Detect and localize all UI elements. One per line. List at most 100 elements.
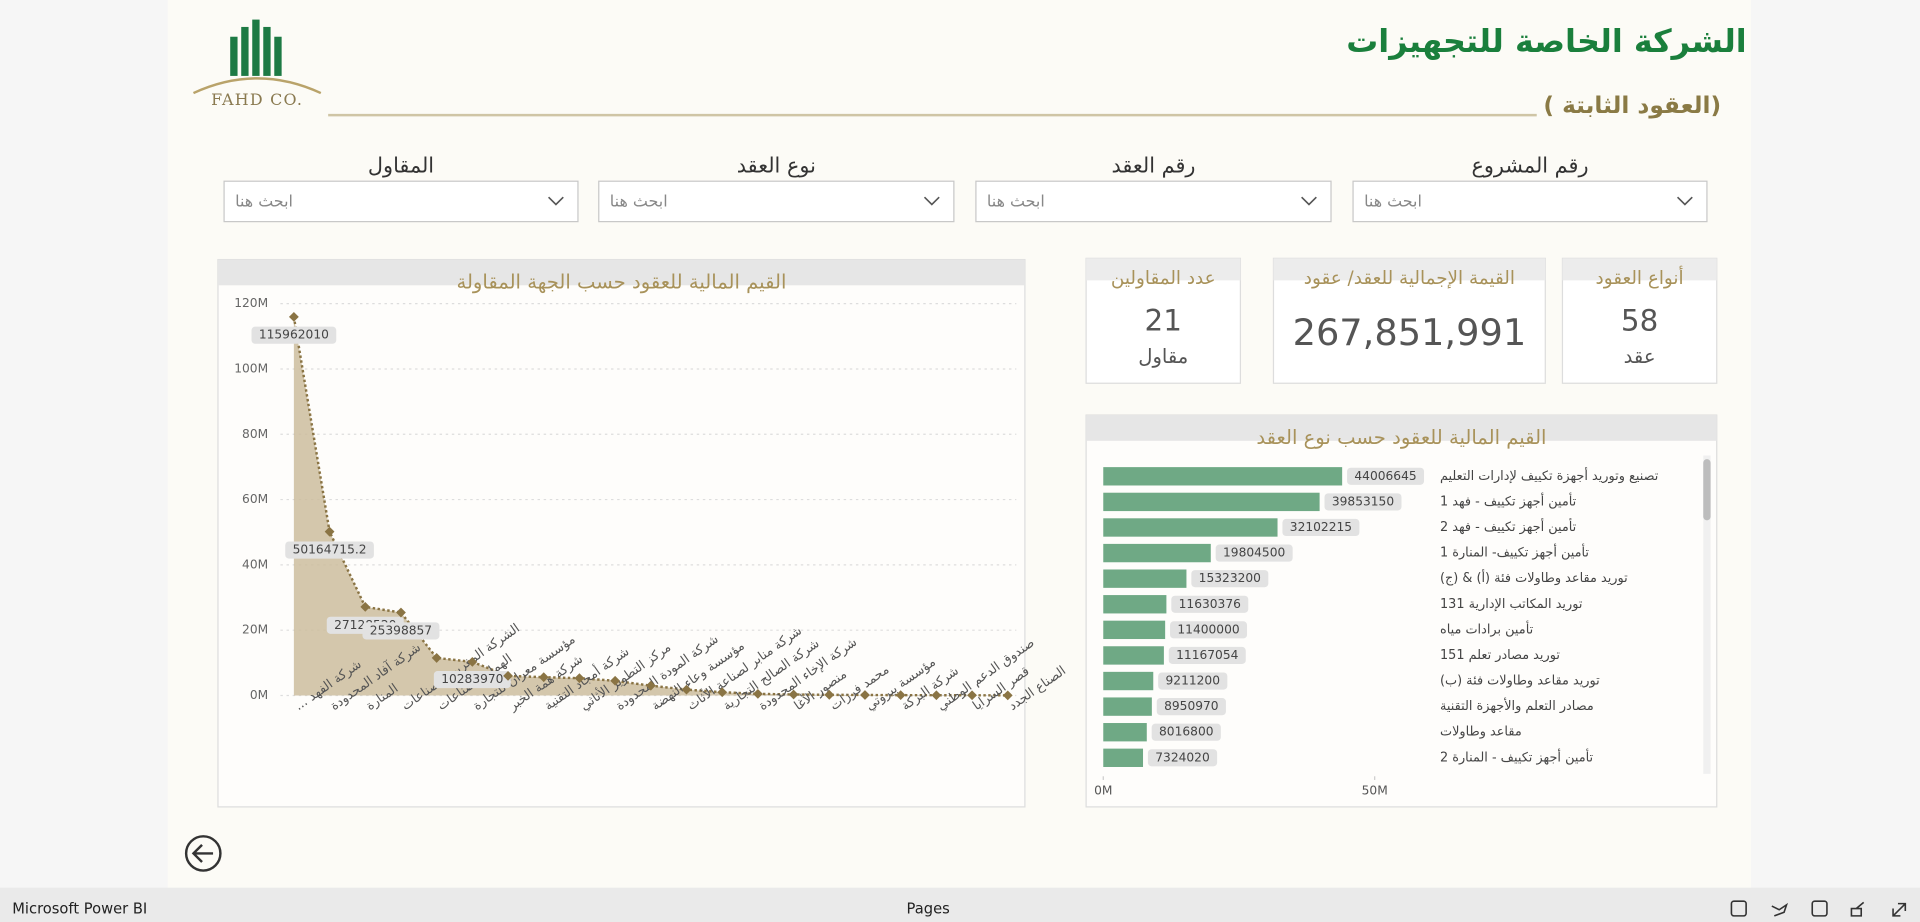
- bar: [1103, 646, 1164, 665]
- y-tick-label: 120M: [234, 296, 268, 310]
- data-label: 8950970: [1164, 699, 1219, 713]
- category-label: مصادر التعلم والأجهزة التقنية: [1440, 697, 1594, 714]
- point-marker: [824, 689, 835, 700]
- point-marker: [431, 653, 442, 663]
- category-label: تأمين أجهز تكييف - فهد 2: [1440, 518, 1577, 535]
- back-button[interactable]: [184, 835, 222, 872]
- point-marker: [538, 672, 549, 683]
- footer-bar: [0, 887, 1920, 922]
- chart-title: القيم المالية للعقود حسب نوع العقد: [1256, 426, 1546, 449]
- category-label: تأمين برادات مياه: [1440, 620, 1534, 637]
- data-label-bg: [1324, 493, 1402, 511]
- bar: [1103, 569, 1187, 588]
- filter-placeholder: ابحث هنا: [235, 192, 293, 211]
- point-marker: [860, 690, 870, 700]
- point-marker: [360, 602, 371, 612]
- bar: [1103, 543, 1211, 563]
- data-label: 11400000: [1177, 622, 1239, 636]
- area: [293, 316, 1008, 696]
- data-label: 25398857: [370, 623, 432, 637]
- data-label: 11167054: [1176, 648, 1238, 662]
- page-title: الشركة الخاصة للتجهيزات: [1346, 22, 1746, 60]
- data-label: 8016800: [1159, 725, 1214, 739]
- filter-label: المقاول: [368, 154, 434, 178]
- filter-dropdown[interactable]: [975, 180, 1332, 223]
- data-label-bg: [1347, 467, 1425, 485]
- category-label: توريد مقاعد وطاولات فئة (أ) & (ج): [1440, 569, 1628, 586]
- data-label: 19804500: [1223, 546, 1285, 560]
- y-tick-label: 100M: [234, 361, 268, 375]
- scroll-thumb[interactable]: [1703, 459, 1711, 521]
- point-marker: [467, 657, 478, 667]
- data-label-bg: [362, 622, 440, 640]
- kpi-header: [1562, 258, 1717, 281]
- data-label-bg: [1215, 544, 1293, 562]
- data-label-bg: [1168, 646, 1246, 665]
- bar: [1103, 492, 1320, 512]
- data-label: 9211200: [1166, 674, 1221, 688]
- share-icons[interactable]: [1730, 900, 1907, 917]
- category-label: توريد مقاعد وطاولات فئة (ب): [1440, 674, 1600, 689]
- category-label: تأمين أجهز تكييف- المنارة 1: [1440, 544, 1589, 561]
- bar: [1103, 518, 1278, 537]
- kpi-unit: عقد: [1624, 345, 1656, 368]
- chart-title-bar: [1086, 415, 1717, 441]
- logo-text: FAHD CO.: [211, 90, 303, 109]
- kpi-title: أنواع العقود: [1596, 266, 1684, 289]
- kpi-title: عدد المقاولين: [1111, 268, 1216, 289]
- kpi-title: القيمة الإجمالية للعقد/ عقود: [1304, 268, 1515, 289]
- filter-dropdown[interactable]: [1352, 180, 1708, 223]
- category-label: تأمين أجهز تكييف - المنارة 2: [1440, 748, 1594, 765]
- bar: [1103, 595, 1167, 614]
- data-label: 10283970: [441, 672, 503, 686]
- data-label: 50164715.2: [293, 543, 367, 557]
- scroll-track[interactable]: [1703, 455, 1711, 774]
- y-tick-label: 80M: [242, 427, 268, 441]
- y-tick-label: 40M: [242, 557, 268, 571]
- data-label-bg: [1191, 570, 1269, 588]
- point-marker: [645, 680, 656, 691]
- point-marker: [788, 689, 799, 700]
- data-label-bg: [1282, 518, 1360, 537]
- bar: [1103, 671, 1154, 691]
- point-marker: [681, 684, 692, 695]
- bar: [1103, 748, 1144, 767]
- point-marker: [574, 673, 585, 684]
- y-tick-label: 20M: [242, 623, 268, 637]
- filter-dropdown[interactable]: [598, 180, 955, 223]
- filter-placeholder: ابحث هنا: [610, 192, 668, 211]
- filter-label: رقم العقد: [1111, 154, 1195, 179]
- category-label: مقاعد وطاولات: [1440, 725, 1522, 740]
- data-label: 44006645: [1354, 469, 1416, 483]
- data-label: 11630376: [1179, 597, 1241, 611]
- data-label-bg: [433, 670, 511, 689]
- y-tick-label: 60M: [242, 492, 268, 506]
- category-label: تصنيع وتوريد أجهزة تكييف لإدارات التعليم: [1440, 467, 1659, 484]
- data-label-bg: [251, 326, 337, 344]
- filter-dropdown[interactable]: [223, 180, 579, 223]
- dropdown-chevron: [1676, 196, 1693, 206]
- dropdown-chevron: [548, 196, 564, 206]
- data-label-bg: [285, 541, 374, 559]
- filter-placeholder: ابحث هنا: [1364, 192, 1422, 211]
- point-marker: [324, 526, 335, 537]
- data-label-bg: [1158, 672, 1228, 690]
- app-name: Microsoft Power BI: [12, 901, 147, 918]
- filter-label: نوع العقد: [737, 154, 816, 178]
- data-label-bg: [1170, 621, 1248, 639]
- category-label: تأمين أجهز تكييف - فهد 1: [1440, 492, 1577, 509]
- logo: [192, 19, 322, 95]
- kpi-value: 21: [1145, 304, 1182, 338]
- data-label: 115962010: [259, 328, 329, 342]
- pages-button[interactable]: Pages: [907, 901, 950, 918]
- x-tick-label: 50M: [1362, 783, 1388, 797]
- data-label: 32102215: [1290, 520, 1352, 534]
- kpi-header: [1273, 258, 1546, 281]
- point-marker: [931, 690, 942, 701]
- point-marker: [717, 687, 728, 698]
- data-label: 39853150: [1332, 494, 1394, 508]
- filter-placeholder: ابحث هنا: [987, 192, 1045, 211]
- point-marker: [967, 690, 977, 701]
